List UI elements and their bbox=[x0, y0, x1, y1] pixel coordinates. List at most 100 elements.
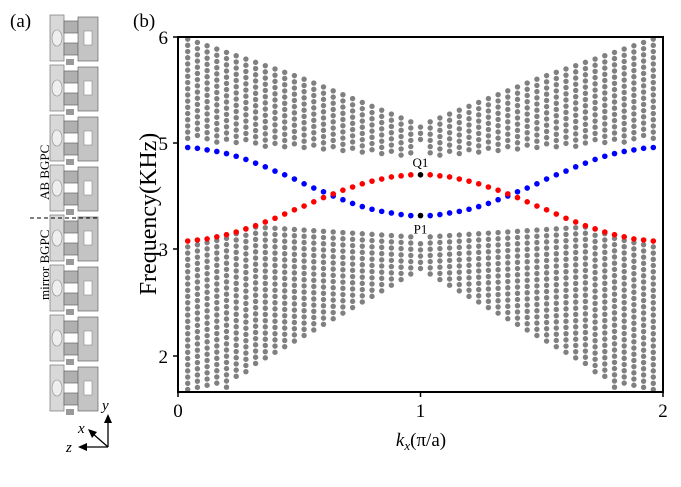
bulk-band-point bbox=[204, 376, 210, 382]
bulk-band-point bbox=[485, 292, 492, 298]
panel-b-label: (b) bbox=[133, 11, 155, 32]
bulk-band-point bbox=[398, 115, 404, 121]
bulk-band-point bbox=[185, 244, 191, 250]
bulk-band-point bbox=[417, 253, 424, 259]
bulk-band-point bbox=[243, 356, 249, 362]
bulk-band-point bbox=[476, 249, 482, 256]
bulk-band-point bbox=[185, 330, 191, 337]
crystal-structure-illustration bbox=[49, 14, 99, 415]
bulk-band-point bbox=[301, 119, 307, 126]
bulk-band-point bbox=[272, 225, 278, 231]
bulk-band-point bbox=[349, 267, 356, 274]
bulk-band-point bbox=[466, 244, 472, 250]
bulk-band-point bbox=[369, 293, 375, 300]
bulk-band-point bbox=[505, 291, 511, 297]
bulk-band-point bbox=[427, 125, 433, 131]
bulk-band-point bbox=[388, 245, 395, 251]
bulk-band-point bbox=[233, 243, 239, 249]
bulk-band-point bbox=[185, 337, 191, 343]
bulk-band-point bbox=[582, 273, 589, 280]
bulk-band-point bbox=[243, 238, 249, 245]
bulk-band-point bbox=[311, 142, 317, 148]
bulk-band-point bbox=[369, 147, 375, 153]
bulk-band-point bbox=[563, 84, 569, 91]
bulk-band-point bbox=[466, 109, 472, 116]
bulk-band-point bbox=[602, 102, 608, 109]
bulk-band-point bbox=[563, 299, 569, 306]
bulk-band-point bbox=[340, 285, 346, 292]
bulk-band-point bbox=[611, 303, 618, 310]
bulk-band-point bbox=[543, 319, 550, 326]
red-edge-point bbox=[359, 181, 366, 187]
bulk-band-point bbox=[291, 282, 298, 288]
blue-edge-point bbox=[378, 208, 385, 215]
red-edge-point bbox=[291, 206, 298, 213]
bulk-band-point bbox=[611, 328, 618, 335]
blue-edge-point bbox=[320, 188, 327, 195]
bulk-band-point bbox=[330, 260, 336, 266]
bulk-band-point bbox=[252, 249, 259, 255]
bulk-band-point bbox=[650, 262, 656, 269]
bulk-band-point bbox=[311, 259, 317, 265]
bulk-band-point bbox=[582, 78, 589, 84]
bulk-band-point bbox=[621, 368, 627, 374]
bulk-band-point bbox=[243, 344, 249, 350]
bulk-band-point bbox=[621, 83, 627, 89]
bulk-band-point bbox=[301, 283, 307, 289]
bulk-band-point bbox=[534, 314, 540, 320]
bulk-band-point bbox=[650, 110, 656, 117]
bulk-band-point bbox=[262, 62, 268, 69]
bulk-band-point bbox=[369, 122, 375, 128]
y-tick-label: 5 bbox=[159, 134, 169, 155]
bulk-band-point bbox=[495, 141, 501, 148]
marker-p1 bbox=[417, 212, 424, 219]
bulk-band-point bbox=[272, 330, 278, 337]
bulk-band-point bbox=[582, 280, 589, 286]
bulk-band-point bbox=[650, 281, 656, 287]
bulk-band-point bbox=[330, 278, 336, 285]
bulk-band-point bbox=[398, 121, 404, 127]
bulk-band-point bbox=[611, 353, 618, 359]
bulk-band-point bbox=[650, 135, 656, 142]
bulk-band-point bbox=[543, 91, 550, 97]
bulk-band-point bbox=[233, 342, 239, 349]
bulk-band-point bbox=[214, 256, 220, 262]
bulk-band-point bbox=[485, 249, 492, 255]
bulk-band-point bbox=[330, 303, 336, 310]
bulk-band-point bbox=[631, 326, 637, 333]
bulk-band-point bbox=[204, 277, 210, 283]
bulk-band-point bbox=[272, 140, 278, 147]
bulk-band-point bbox=[563, 78, 569, 85]
bulk-band-point bbox=[437, 264, 443, 270]
bulk-band-point bbox=[272, 128, 278, 134]
bulk-band-point bbox=[573, 124, 579, 131]
red-edge-point bbox=[495, 187, 501, 193]
bulk-band-point bbox=[505, 309, 511, 316]
bulk-band-point bbox=[476, 136, 482, 143]
bulk-band-point bbox=[543, 128, 550, 135]
bulk-band-point bbox=[466, 103, 472, 110]
bulk-band-point bbox=[563, 349, 569, 355]
bulk-band-point bbox=[204, 301, 210, 308]
blue-edge-point bbox=[446, 210, 453, 216]
blue-edge-point bbox=[262, 164, 269, 170]
red-edge-point bbox=[340, 187, 346, 193]
red-edge-point bbox=[621, 234, 627, 240]
bulk-band-point bbox=[640, 45, 647, 52]
bulk-band-point bbox=[631, 98, 637, 105]
bulk-band-point bbox=[379, 119, 385, 126]
bulk-band-point bbox=[534, 107, 540, 113]
panel-a-label: (a) bbox=[10, 11, 31, 32]
bulk-band-point bbox=[340, 236, 346, 242]
bulk-band-point bbox=[553, 325, 559, 331]
bulk-band-point bbox=[320, 259, 327, 266]
bulk-band-point bbox=[194, 76, 201, 83]
bulk-band-point bbox=[524, 246, 530, 253]
bulk-band-point bbox=[631, 61, 637, 68]
bulk-band-point bbox=[301, 132, 307, 138]
bulk-band-point bbox=[611, 316, 618, 322]
bulk-band-point bbox=[417, 265, 424, 272]
bulk-band-point bbox=[582, 90, 589, 97]
bulk-band-point bbox=[311, 327, 317, 333]
bulk-band-point bbox=[185, 86, 191, 92]
